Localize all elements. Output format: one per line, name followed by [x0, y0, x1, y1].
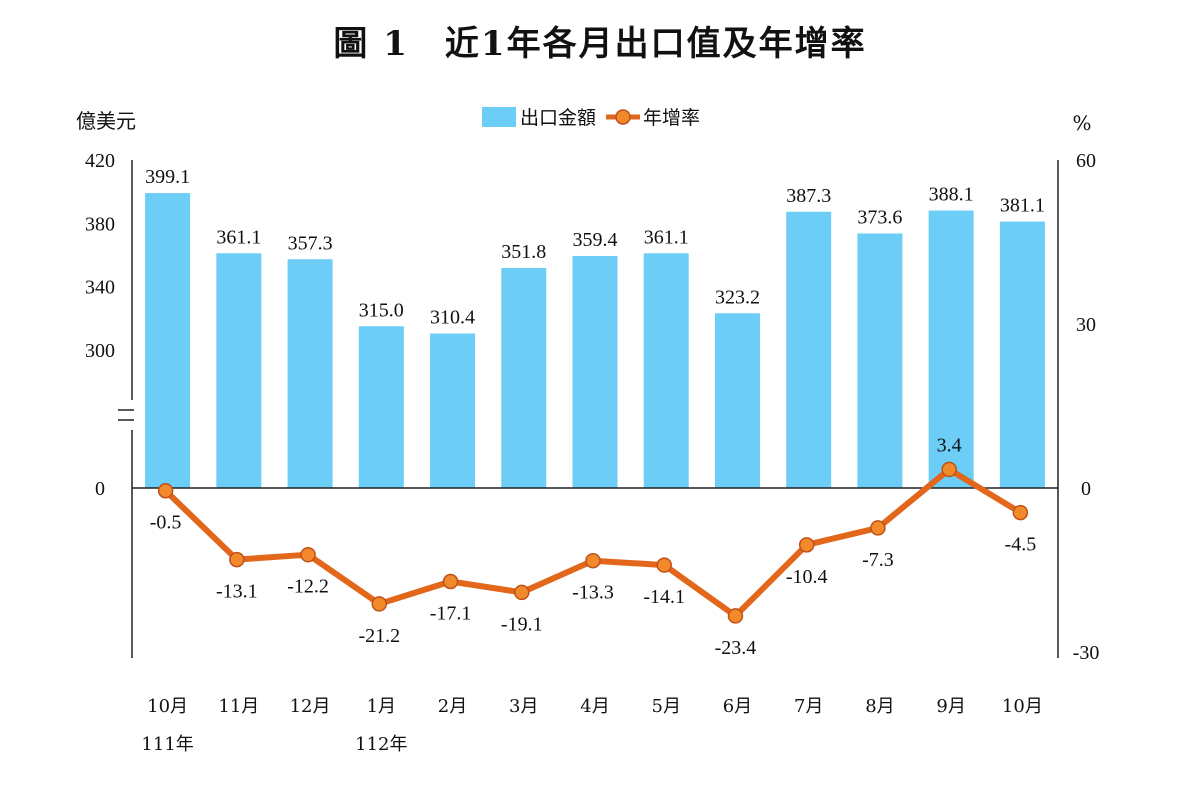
category-label: 5月 [652, 696, 681, 717]
growth-rate-label: -23.4 [715, 637, 757, 659]
export-value-label: 388.1 [929, 184, 974, 206]
category-label: 8月 [865, 696, 894, 717]
growth-rate-label: -7.3 [862, 549, 894, 571]
left-axis-tick-label: 340 [85, 277, 115, 299]
export-bar [786, 211, 832, 488]
export-value-label: 373.6 [857, 206, 902, 228]
export-bar [216, 253, 262, 488]
export-value-label: 310.4 [430, 307, 475, 329]
growth-rate-point [727, 608, 744, 624]
growth-rate-point [442, 573, 459, 590]
growth-rate-point [157, 482, 174, 499]
category-label: 11月 [218, 696, 259, 717]
left-axis-tick-label: 0 [95, 478, 105, 500]
category-label: 3月 [509, 696, 538, 717]
export-bar [572, 255, 618, 488]
export-value-label: 387.3 [786, 185, 831, 207]
export-value-label: 399.1 [145, 166, 190, 188]
export-value-label: 315.0 [359, 299, 404, 321]
left-axis-tick-label: 380 [85, 213, 115, 235]
right-axis-tick-label: 30 [1076, 314, 1096, 336]
growth-rate-label: -0.5 [150, 512, 182, 534]
growth-rate-point [941, 461, 957, 478]
growth-rate-point [656, 557, 672, 573]
legend-line-label: 年增率 [643, 107, 700, 129]
category-label: 1月 [367, 696, 396, 717]
left-axis-tick-label: 420 [85, 150, 115, 172]
legend-bar-label: 出口金額 [520, 107, 596, 129]
legend-bar-swatch [482, 107, 516, 127]
left-axis-unit: 億美元 [76, 109, 136, 133]
category-label: 9月 [936, 696, 965, 717]
growth-rate-point [1012, 504, 1029, 521]
export-bar [430, 333, 476, 488]
export-bar [714, 313, 760, 488]
export-bar [358, 326, 404, 488]
export-value-label: 357.3 [288, 232, 333, 254]
growth-rate-label: -21.2 [358, 625, 400, 647]
category-sublabel: 111年 [141, 734, 193, 755]
growth-rate-label: -13.3 [572, 582, 614, 604]
right-axis-tick-label: 0 [1081, 478, 1091, 500]
growth-rate-label: -14.1 [643, 586, 685, 608]
growth-rate-label: -4.5 [1005, 534, 1037, 556]
growth-rate-label: -13.1 [216, 581, 258, 603]
growth-rate-point [870, 520, 886, 536]
category-label: 4月 [580, 696, 609, 717]
left-axis-tick-label: 300 [85, 340, 115, 362]
export-value-label: 351.8 [501, 241, 546, 263]
export-bar [287, 259, 333, 488]
growth-rate-point [798, 537, 815, 553]
category-label: 12月 [290, 696, 331, 717]
growth-rate-point [300, 546, 316, 563]
growth-rate-point [514, 584, 530, 601]
growth-rate-label: -19.1 [501, 613, 543, 635]
export-value-label: 381.1 [1000, 195, 1045, 217]
category-label: 6月 [723, 696, 752, 717]
growth-rate-label: -17.1 [430, 602, 472, 624]
growth-rate-label: 3.4 [937, 434, 962, 456]
legend-line-marker [615, 109, 631, 125]
export-value-label: 323.2 [715, 286, 760, 308]
export-bar [145, 193, 191, 488]
right-axis-unit: % [1072, 111, 1091, 135]
export-bar [857, 233, 903, 488]
growth-rate-point [229, 551, 245, 568]
right-axis-tick-label: 60 [1076, 150, 1096, 172]
right-axis-tick-label: -30 [1073, 642, 1100, 664]
category-label: 10月 [147, 696, 188, 717]
growth-rate-label: -12.2 [287, 576, 329, 598]
growth-rate-label: -10.4 [786, 566, 828, 588]
category-label: 7月 [794, 696, 823, 717]
export-value-label: 359.4 [573, 229, 618, 251]
category-label: 10月 [1002, 696, 1043, 717]
export-bar [643, 253, 689, 488]
category-sublabel: 112年 [355, 734, 407, 755]
growth-rate-point [585, 552, 601, 569]
export-bar [501, 267, 547, 488]
category-label: 2月 [438, 696, 467, 717]
export-bar [999, 221, 1045, 488]
chart-title: 圖 1 近1年各月出口值及年增率 [333, 24, 867, 64]
growth-rate-point [371, 596, 388, 612]
export-value-label: 361.1 [216, 226, 261, 248]
export-bar [928, 210, 974, 488]
export-value-label: 361.1 [644, 226, 689, 248]
